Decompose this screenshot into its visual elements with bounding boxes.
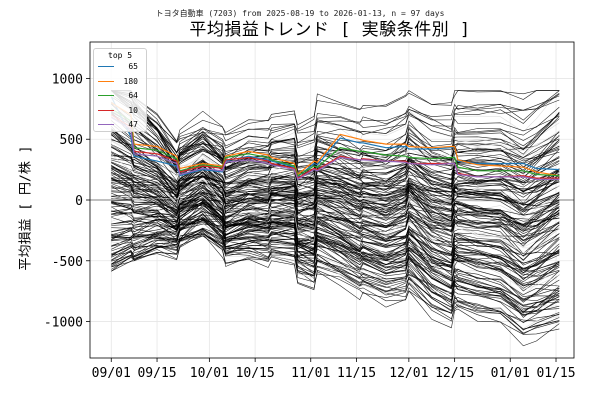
legend-label: 64 [128, 91, 138, 100]
chart-suptitle: トヨタ自動車 (7203) from 2025-08-19 to 2026-01… [155, 9, 445, 18]
legend-swatch [98, 80, 114, 82]
chart-title: 平均損益トレンド [ 実験条件別 ] [189, 20, 471, 40]
background-series-line [111, 217, 560, 303]
background-series-line [111, 101, 560, 198]
x-tick-label: 12/15 [435, 366, 474, 381]
top-series-line [110, 96, 560, 178]
legend-label: 180 [123, 76, 138, 86]
background-series-line [111, 90, 560, 143]
background-series-line [111, 90, 560, 143]
background-series-line [111, 168, 560, 240]
background-series-line [111, 149, 560, 198]
background-series-line [111, 217, 560, 331]
background-series-line [111, 139, 560, 240]
background-series-line [111, 194, 560, 261]
background-series-line [111, 207, 560, 255]
x-tick-label: 01/15 [536, 366, 575, 381]
background-series-line [111, 95, 560, 163]
background-series-group [111, 90, 560, 347]
legend-swatch [98, 66, 114, 67]
legend-swatch [98, 124, 114, 125]
y-tick-label: 1000 [52, 72, 83, 87]
legend-label: 65 [128, 62, 138, 71]
background-series-line [111, 171, 560, 306]
background-series-line [111, 90, 560, 153]
background-series-line [111, 113, 560, 176]
legend-title: top 5 [108, 51, 133, 60]
background-series-line [111, 126, 560, 271]
y-tick-label: -1000 [44, 316, 83, 331]
legend-swatch [98, 109, 114, 111]
legend: top 5 65 180 64 10 47 [93, 48, 147, 132]
legend-item: 65 [98, 62, 144, 72]
background-series-line [111, 197, 560, 280]
legend-item: 47 [98, 120, 144, 130]
y-tick-label: -500 [52, 255, 83, 270]
x-tick-label: 11/01 [291, 366, 330, 381]
top-series-line [110, 102, 560, 177]
background-series-line [111, 147, 560, 266]
background-series-line [111, 200, 560, 273]
background-series-line [111, 233, 560, 335]
background-series-line [111, 120, 560, 170]
legend-item: 64 [98, 91, 144, 101]
legend-item: 180 [98, 77, 144, 87]
y-axis: -1000 -500 0 500 1000 [44, 72, 90, 331]
x-tick-label: 12/01 [389, 366, 428, 381]
legend-label: 10 [128, 105, 138, 115]
background-series-line [111, 216, 560, 267]
top-series-line [110, 116, 560, 181]
x-tick-label: 11/15 [337, 366, 376, 381]
top-series-group [110, 96, 560, 181]
background-series-line [111, 201, 560, 312]
legend-swatch [98, 95, 114, 96]
y-tick-label: 500 [60, 133, 83, 148]
legend-item: 10 [98, 106, 144, 116]
background-series-line [111, 172, 560, 225]
legend-label: 47 [128, 120, 138, 129]
x-tick-label: 10/15 [236, 366, 275, 381]
x-tick-label: 09/01 [92, 366, 131, 381]
x-axis: 09/01 09/15 10/01 10/15 11/01 11/15 12/01 12/15… [92, 358, 576, 381]
background-series-line [111, 232, 560, 315]
y-tick-label: 0 [75, 194, 83, 209]
background-series-line [111, 176, 560, 201]
background-series-line [111, 90, 560, 162]
x-tick-label: 09/15 [137, 366, 176, 381]
x-tick-label: 10/01 [190, 366, 229, 381]
background-series-line [111, 115, 560, 184]
x-tick-label: 01/01 [491, 366, 530, 381]
background-series-line [111, 90, 560, 155]
